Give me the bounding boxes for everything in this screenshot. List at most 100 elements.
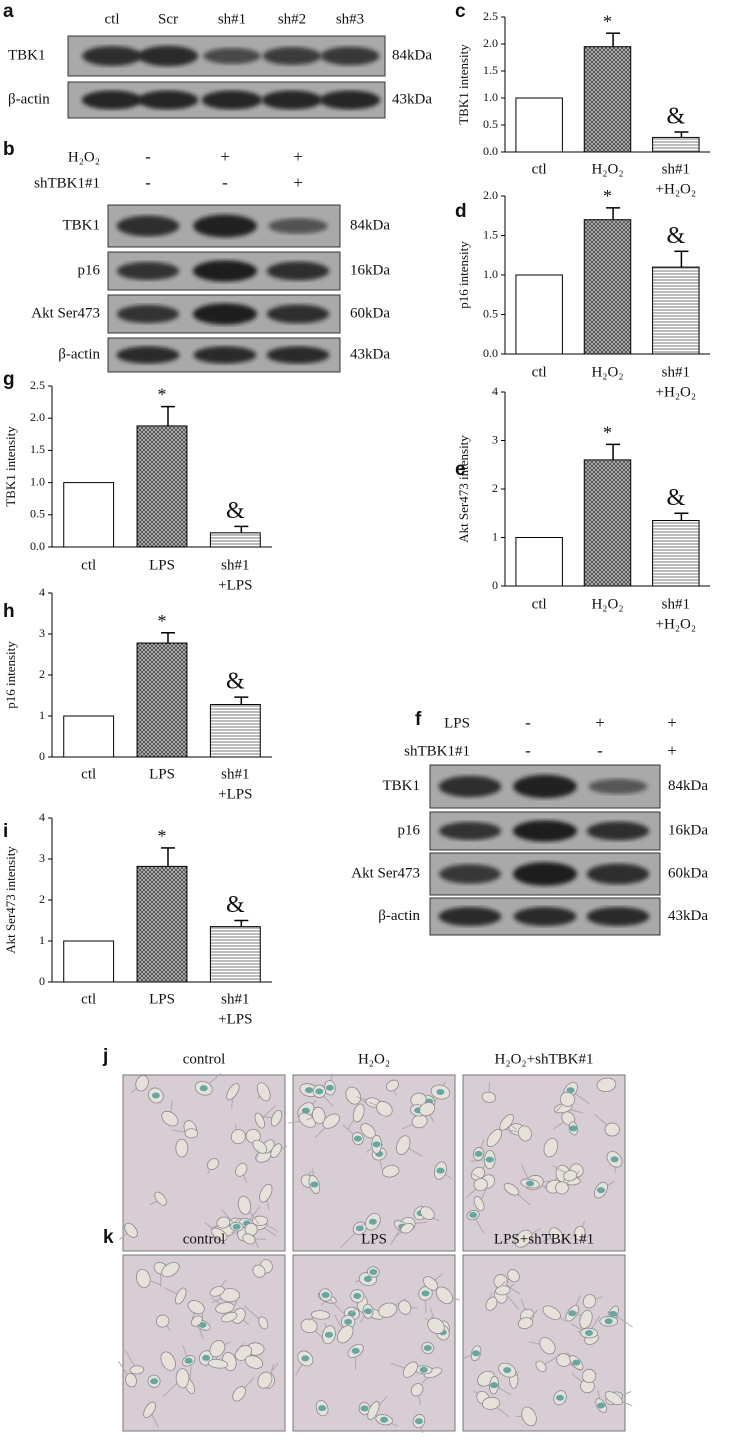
- blot-band: [266, 261, 330, 281]
- cell: [254, 1112, 265, 1129]
- y-tick-label: 2.0: [483, 36, 498, 50]
- stained-cell: [369, 1268, 378, 1275]
- blot-band: [588, 778, 648, 795]
- significance-mark: *: [603, 423, 612, 443]
- stained-cell: [353, 1135, 362, 1142]
- mw-label: 16kDa: [668, 822, 708, 838]
- significance-mark: &: [666, 485, 685, 511]
- cell: [257, 1371, 273, 1389]
- micrograph-title: control: [183, 1051, 226, 1067]
- cell: [244, 1222, 258, 1237]
- blot-band: [117, 304, 179, 324]
- y-tick-label: 0.0: [30, 539, 45, 553]
- cell: [207, 1158, 219, 1170]
- blot-band: [193, 346, 257, 364]
- protein-label: TBK1: [383, 778, 421, 794]
- cell: [226, 1083, 240, 1101]
- blot-band: [203, 48, 261, 64]
- y-tick-label: 3: [39, 851, 45, 865]
- cell: [481, 1091, 497, 1103]
- blot-band: [438, 775, 502, 798]
- cell: [495, 1285, 511, 1296]
- protein-label: Akt Ser473: [31, 305, 100, 321]
- blot-band: [116, 215, 180, 237]
- cell: [154, 1191, 167, 1206]
- y-tick-label: 1.5: [483, 227, 498, 241]
- stained-cell: [351, 1347, 360, 1354]
- y-tick-label: 2.0: [30, 410, 45, 424]
- bar: [583, 219, 632, 355]
- stained-cell: [490, 1382, 499, 1389]
- y-tick-label: 0.0: [483, 346, 498, 360]
- x-tick-label: sh#1: [221, 991, 249, 1007]
- y-tick-label: 4: [39, 810, 45, 824]
- cell: [125, 1373, 137, 1388]
- bar: [136, 865, 188, 983]
- bar: [136, 642, 188, 758]
- lane-label: sh#2: [278, 11, 306, 27]
- y-tick-label: 1: [39, 933, 45, 947]
- cell: [209, 1340, 226, 1358]
- mw-label: 84kDa: [350, 217, 390, 233]
- stained-cell: [355, 1225, 364, 1232]
- cell: [499, 1113, 515, 1131]
- cell: [559, 1091, 576, 1107]
- panel-label: f: [415, 709, 422, 730]
- micrograph-title: LPS: [361, 1231, 387, 1247]
- y-axis-label: Akt Ser473 intensity: [456, 435, 471, 543]
- condition-sign: +: [667, 741, 677, 760]
- condition-sign: -: [145, 147, 151, 166]
- bar: [652, 136, 700, 153]
- x-tick-label: sh#1: [662, 596, 690, 612]
- y-tick-label: 0: [492, 578, 498, 592]
- x-tick-label: +LPS: [218, 1011, 252, 1027]
- x-tick-label: H₂O₂: [591, 596, 623, 612]
- y-tick-label: 1.0: [483, 90, 498, 104]
- cell: [155, 1314, 170, 1328]
- bar: [209, 704, 261, 758]
- x-tick-label: H₂O₂: [591, 161, 623, 177]
- stained-cell: [423, 1344, 432, 1351]
- micrograph-title: H₂O₂: [358, 1051, 390, 1067]
- blot-band: [193, 303, 257, 325]
- stained-cell: [301, 1107, 310, 1114]
- bar: [515, 537, 563, 587]
- blot-band: [513, 907, 577, 926]
- cell: [311, 1106, 326, 1125]
- cell: [251, 1215, 269, 1226]
- cell: [604, 1391, 623, 1406]
- y-tick-label: 1: [39, 708, 45, 722]
- stained-cell: [555, 1394, 564, 1401]
- stained-cell: [368, 1218, 377, 1225]
- cell: [252, 1139, 268, 1154]
- cell: [573, 1225, 586, 1241]
- y-tick-label: 3: [39, 626, 45, 640]
- cell: [385, 1079, 399, 1092]
- mw-label: 16kDa: [350, 262, 390, 278]
- stained-cell: [566, 1087, 575, 1094]
- cell: [175, 1138, 189, 1158]
- x-tick-label: sh#1: [221, 557, 249, 573]
- mw-label: 43kDa: [392, 91, 432, 107]
- bar: [209, 532, 261, 548]
- protein-label: TBK1: [8, 47, 46, 63]
- y-tick-label: 2.5: [483, 9, 498, 23]
- blot-band: [262, 47, 322, 65]
- bar: [652, 266, 700, 355]
- stained-cell: [485, 1156, 494, 1163]
- blot-band: [513, 862, 577, 886]
- bar: [515, 274, 563, 355]
- y-tick-label: 0: [39, 749, 45, 763]
- cell: [322, 1113, 340, 1129]
- stained-cell: [363, 1276, 372, 1283]
- condition-label: shTBK1#1: [404, 743, 470, 759]
- cell: [184, 1128, 199, 1139]
- cell: [521, 1406, 537, 1427]
- cell: [242, 1233, 256, 1245]
- significance-mark: &: [226, 892, 245, 918]
- cell: [367, 1401, 380, 1421]
- y-axis-label: TBK1 intensity: [456, 44, 471, 125]
- stained-cell: [503, 1367, 512, 1374]
- y-tick-label: 2.0: [483, 188, 498, 202]
- y-axis-label: p16 intensity: [3, 641, 18, 709]
